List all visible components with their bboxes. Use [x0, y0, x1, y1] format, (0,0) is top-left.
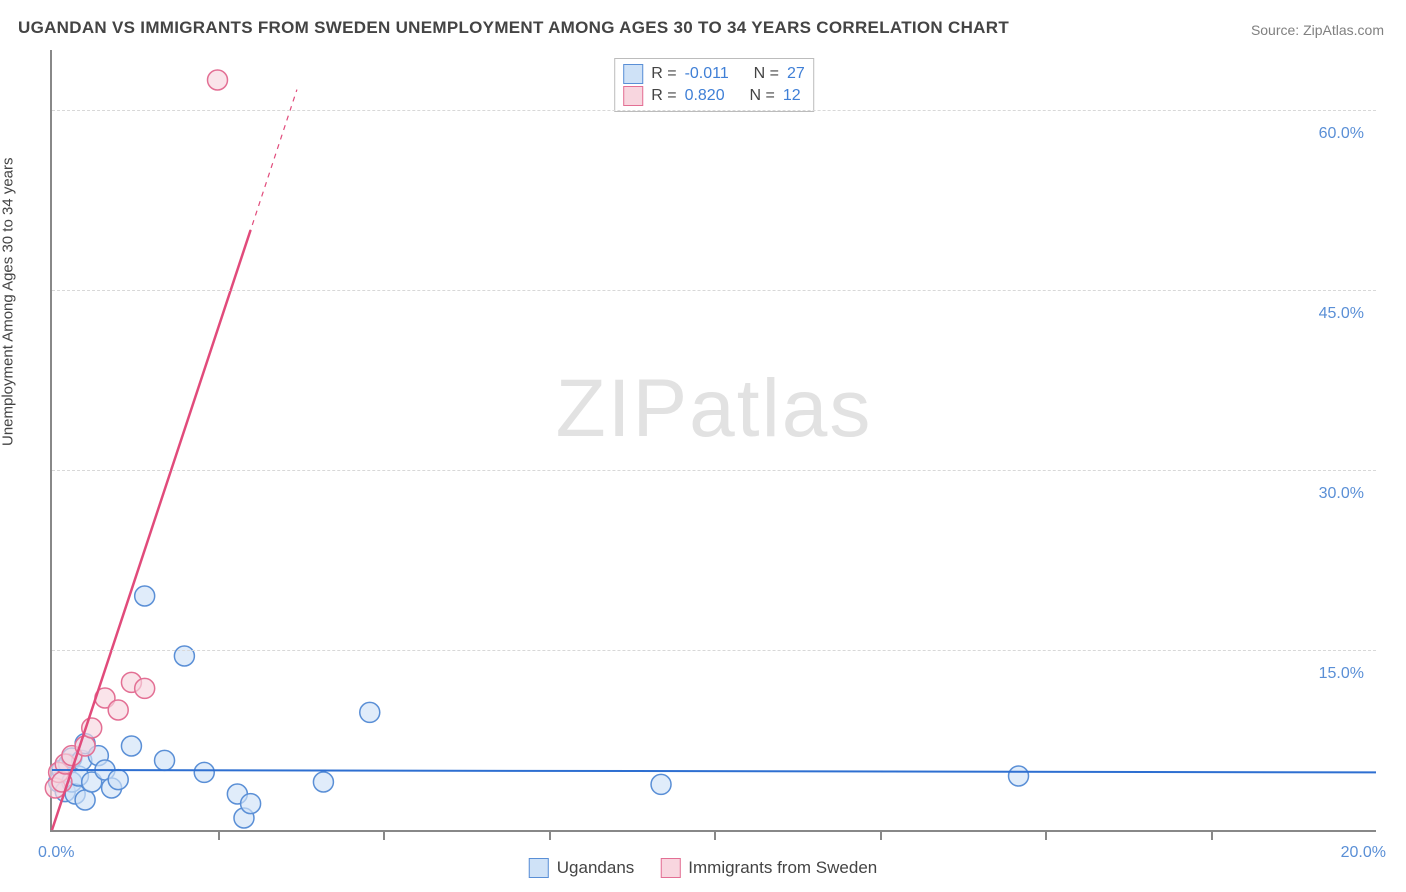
stat-r-label: R =	[651, 87, 676, 105]
bottom-legend: Ugandans Immigrants from Sweden	[529, 858, 877, 878]
data-point	[155, 750, 175, 770]
y-tick-label: 15.0%	[1319, 665, 1364, 683]
gridline-h	[52, 110, 1376, 111]
legend-swatch	[623, 86, 643, 106]
y-tick-label: 30.0%	[1319, 485, 1364, 503]
data-point	[1009, 766, 1029, 786]
x-tick	[549, 830, 551, 840]
data-point	[108, 770, 128, 790]
data-point	[241, 794, 261, 814]
trend-line	[52, 230, 251, 830]
data-point	[174, 646, 194, 666]
x-tick	[714, 830, 716, 840]
trend-line-dashed	[224, 90, 297, 311]
legend-item: Ugandans	[529, 858, 635, 878]
stats-row: R = 0.820 N = 12	[623, 85, 805, 107]
legend-label: Immigrants from Sweden	[688, 858, 877, 878]
x-tick	[383, 830, 385, 840]
x-max-label: 20.0%	[1341, 844, 1386, 862]
data-point	[651, 774, 671, 794]
stat-r-label: R =	[651, 65, 676, 83]
stat-n-value: 27	[787, 65, 805, 83]
legend-swatch	[660, 858, 680, 878]
stat-r-value: 0.820	[685, 87, 725, 105]
y-tick-label: 60.0%	[1319, 125, 1364, 143]
data-point	[135, 586, 155, 606]
legend-label: Ugandans	[557, 858, 635, 878]
data-point	[313, 772, 333, 792]
plot-area: ZIPatlas R = -0.011 N = 27R = 0.820 N = …	[50, 50, 1376, 832]
stat-n-label: N =	[754, 65, 779, 83]
y-axis-label: Unemployment Among Ages 30 to 34 years	[0, 157, 17, 446]
gridline-h	[52, 290, 1376, 291]
stat-n-value: 12	[783, 87, 801, 105]
source-attribution: Source: ZipAtlas.com	[1251, 22, 1384, 38]
x-tick	[880, 830, 882, 840]
legend-swatch	[623, 64, 643, 84]
data-point	[208, 70, 228, 90]
stat-n-label: N =	[750, 87, 775, 105]
stat-r-value: -0.011	[685, 65, 729, 83]
gridline-h	[52, 650, 1376, 651]
x-origin-label: 0.0%	[38, 844, 74, 862]
stats-legend-box: R = -0.011 N = 27R = 0.820 N = 12	[614, 58, 814, 112]
chart-svg	[52, 50, 1376, 830]
x-tick	[1211, 830, 1213, 840]
data-point	[194, 762, 214, 782]
trend-line	[52, 770, 1376, 772]
legend-swatch	[529, 858, 549, 878]
chart-title: UGANDAN VS IMMIGRANTS FROM SWEDEN UNEMPL…	[18, 18, 1009, 38]
data-point	[135, 678, 155, 698]
stats-row: R = -0.011 N = 27	[623, 63, 805, 85]
data-point	[360, 702, 380, 722]
data-point	[75, 790, 95, 810]
y-tick-label: 45.0%	[1319, 305, 1364, 323]
gridline-h	[52, 470, 1376, 471]
legend-item: Immigrants from Sweden	[660, 858, 877, 878]
data-point	[121, 736, 141, 756]
x-tick	[218, 830, 220, 840]
x-tick	[1045, 830, 1047, 840]
data-point	[108, 700, 128, 720]
